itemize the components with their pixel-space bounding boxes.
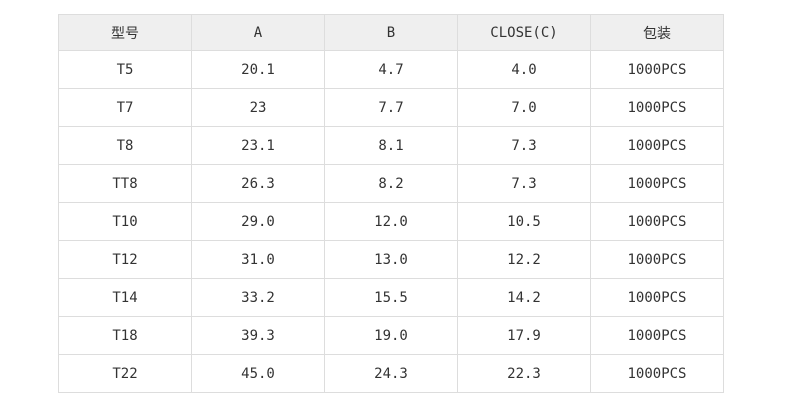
table-row: T10 29.0 12.0 10.5 1000PCS [58,202,724,241]
table-cell-model: T5 [58,50,192,89]
table-row: T8 23.1 8.1 7.3 1000PCS [58,126,724,165]
column-header-package: 包装 [590,14,724,51]
table-cell-model: T14 [58,278,192,317]
table-cell-close-c: 10.5 [457,202,591,241]
table-row: T12 31.0 13.0 12.2 1000PCS [58,240,724,279]
column-header-model: 型号 [58,14,192,51]
table-cell-b: 15.5 [324,278,458,317]
header-row: 型号 A B CLOSE(C) 包装 [58,14,724,51]
table-cell-package: 1000PCS [590,50,724,89]
table-cell-close-c: 12.2 [457,240,591,279]
table-cell-package: 1000PCS [590,278,724,317]
table-cell-a: 23.1 [191,126,325,165]
table-cell-package: 1000PCS [590,202,724,241]
table-row: T18 39.3 19.0 17.9 1000PCS [58,316,724,355]
table-cell-a: 29.0 [191,202,325,241]
spec-table-container: 型号 A B CLOSE(C) 包装 T5 20.1 4.7 4.0 1000P… [58,14,724,393]
table-cell-model: TT8 [58,164,192,203]
table-cell-close-c: 7.0 [457,88,591,127]
table-cell-model: T8 [58,126,192,165]
table-cell-a: 39.3 [191,316,325,355]
table-cell-package: 1000PCS [590,126,724,165]
table-cell-a: 33.2 [191,278,325,317]
table-row: T22 45.0 24.3 22.3 1000PCS [58,354,724,393]
table-cell-close-c: 7.3 [457,164,591,203]
table-cell-package: 1000PCS [590,88,724,127]
column-header-close-c: CLOSE(C) [457,14,591,51]
table-cell-package: 1000PCS [590,316,724,355]
table-cell-close-c: 7.3 [457,126,591,165]
table-cell-b: 13.0 [324,240,458,279]
table-cell-b: 8.1 [324,126,458,165]
table-cell-b: 12.0 [324,202,458,241]
table-row: T14 33.2 15.5 14.2 1000PCS [58,278,724,317]
table-cell-a: 31.0 [191,240,325,279]
table-cell-package: 1000PCS [590,354,724,393]
table-cell-package: 1000PCS [590,240,724,279]
table-cell-model: T18 [58,316,192,355]
table-cell-b: 8.2 [324,164,458,203]
table-row: TT8 26.3 8.2 7.3 1000PCS [58,164,724,203]
table-cell-model: T7 [58,88,192,127]
table-cell-a: 26.3 [191,164,325,203]
table-cell-b: 19.0 [324,316,458,355]
table-cell-a: 23 [191,88,325,127]
table-cell-close-c: 4.0 [457,50,591,89]
table-cell-model: T12 [58,240,192,279]
table-cell-b: 7.7 [324,88,458,127]
table-cell-close-c: 14.2 [457,278,591,317]
table-cell-close-c: 17.9 [457,316,591,355]
spec-table: 型号 A B CLOSE(C) 包装 T5 20.1 4.7 4.0 1000P… [58,14,724,393]
column-header-b: B [324,14,458,51]
table-cell-model: T10 [58,202,192,241]
table-cell-a: 45.0 [191,354,325,393]
table-row: T7 23 7.7 7.0 1000PCS [58,88,724,127]
column-header-a: A [191,14,325,51]
table-cell-model: T22 [58,354,192,393]
table-cell-b: 24.3 [324,354,458,393]
table-cell-package: 1000PCS [590,164,724,203]
table-cell-a: 20.1 [191,50,325,89]
table-cell-close-c: 22.3 [457,354,591,393]
table-row: T5 20.1 4.7 4.0 1000PCS [58,50,724,89]
table-cell-b: 4.7 [324,50,458,89]
